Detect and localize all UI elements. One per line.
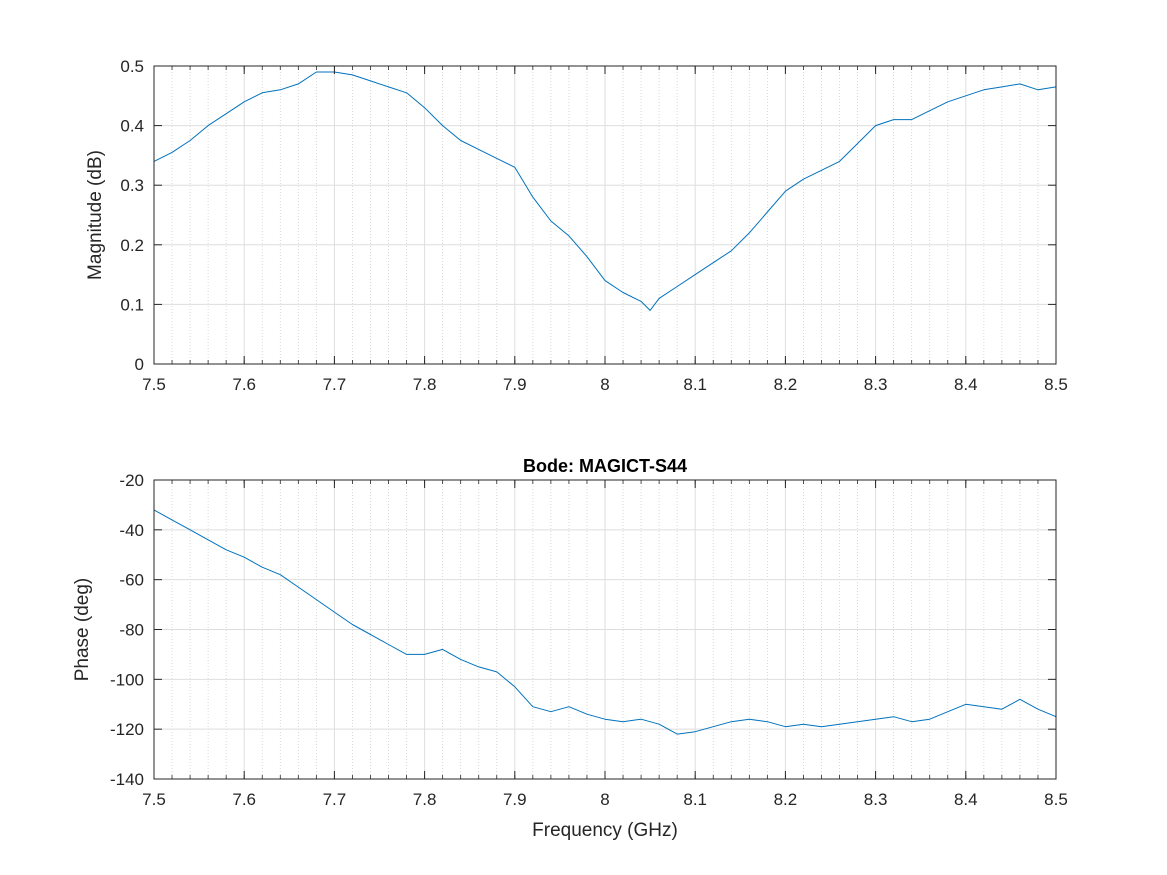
x-tick-label: 7.5 (142, 790, 166, 809)
x-tick-label: 8.4 (954, 790, 978, 809)
y-tick-label: 0.4 (120, 117, 144, 136)
x-tick-label: 8.5 (1044, 375, 1068, 394)
x-tick-label: 7.9 (503, 790, 527, 809)
phase-plot: 7.5 7.6 7.7 7.8 7.9 8 8.1 8.2 8.3 8.4 8.5 -140 -120 -… (72, 456, 1068, 841)
x-tick-label: 7.8 (413, 375, 437, 394)
x-tick-label: 7.7 (323, 790, 347, 809)
y-tick-label: -20 (119, 471, 144, 490)
series-line (153, 71, 1057, 311)
y-axis-label: Magnitude (dB) (85, 150, 106, 280)
series-line (153, 509, 1057, 735)
x-tick-label: 8 (600, 790, 609, 809)
magnitude-plot: 7.5 7.6 7.7 7.8 7.9 8 8.1 8.2 8.3 8.4 8.5 0 0.1 0.2 0.… (85, 57, 1068, 394)
y-tick-label: -40 (119, 521, 144, 540)
x-tick-label: 8.5 (1044, 790, 1068, 809)
x-tick-label: 8.3 (864, 375, 888, 394)
y-tick-label: -100 (110, 670, 144, 689)
x-tick-label: 7.5 (142, 375, 166, 394)
y-tick-label: -80 (119, 621, 144, 640)
x-tick-label: 8.1 (683, 790, 707, 809)
x-tick-label: 7.6 (232, 375, 256, 394)
y-tick-label: 0.2 (120, 236, 144, 255)
y-tick-label: 0.5 (120, 57, 144, 76)
y-tick-label: -120 (110, 720, 144, 739)
x-tick-label: 8.2 (774, 790, 798, 809)
x-tick-label: 8 (600, 375, 609, 394)
x-tick-label: 8.4 (954, 375, 978, 394)
chart-title: Bode: MAGICT-S44 (523, 456, 687, 476)
y-tick-label: 0 (135, 355, 144, 374)
x-tick-label: 8.3 (864, 790, 888, 809)
x-tick-label: 8.2 (774, 375, 798, 394)
y-tick-label: 0.3 (120, 176, 144, 195)
x-tick-label: 7.7 (323, 375, 347, 394)
x-tick-label: 7.6 (232, 790, 256, 809)
x-tick-label: 7.9 (503, 375, 527, 394)
y-tick-label: -60 (119, 571, 144, 590)
y-axis-label: Phase (deg) (72, 578, 93, 682)
x-tick-label: 7.8 (413, 790, 437, 809)
y-tick-label: -140 (110, 770, 144, 789)
y-tick-label: 0.1 (120, 295, 144, 314)
x-tick-label: 8.1 (683, 375, 707, 394)
x-axis-label: Frequency (GHz) (532, 820, 678, 841)
